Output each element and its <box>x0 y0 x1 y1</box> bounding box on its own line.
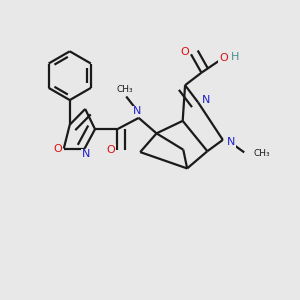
Text: N: N <box>133 106 141 116</box>
Text: CH₃: CH₃ <box>116 85 133 94</box>
Text: O: O <box>53 143 62 154</box>
Text: H: H <box>231 52 239 62</box>
Text: N: N <box>82 149 90 160</box>
Text: O: O <box>219 53 228 63</box>
Text: CH₃: CH₃ <box>254 149 270 158</box>
Text: N: N <box>227 137 235 147</box>
Text: N: N <box>202 95 211 105</box>
Text: O: O <box>106 145 115 155</box>
Text: O: O <box>180 47 189 57</box>
